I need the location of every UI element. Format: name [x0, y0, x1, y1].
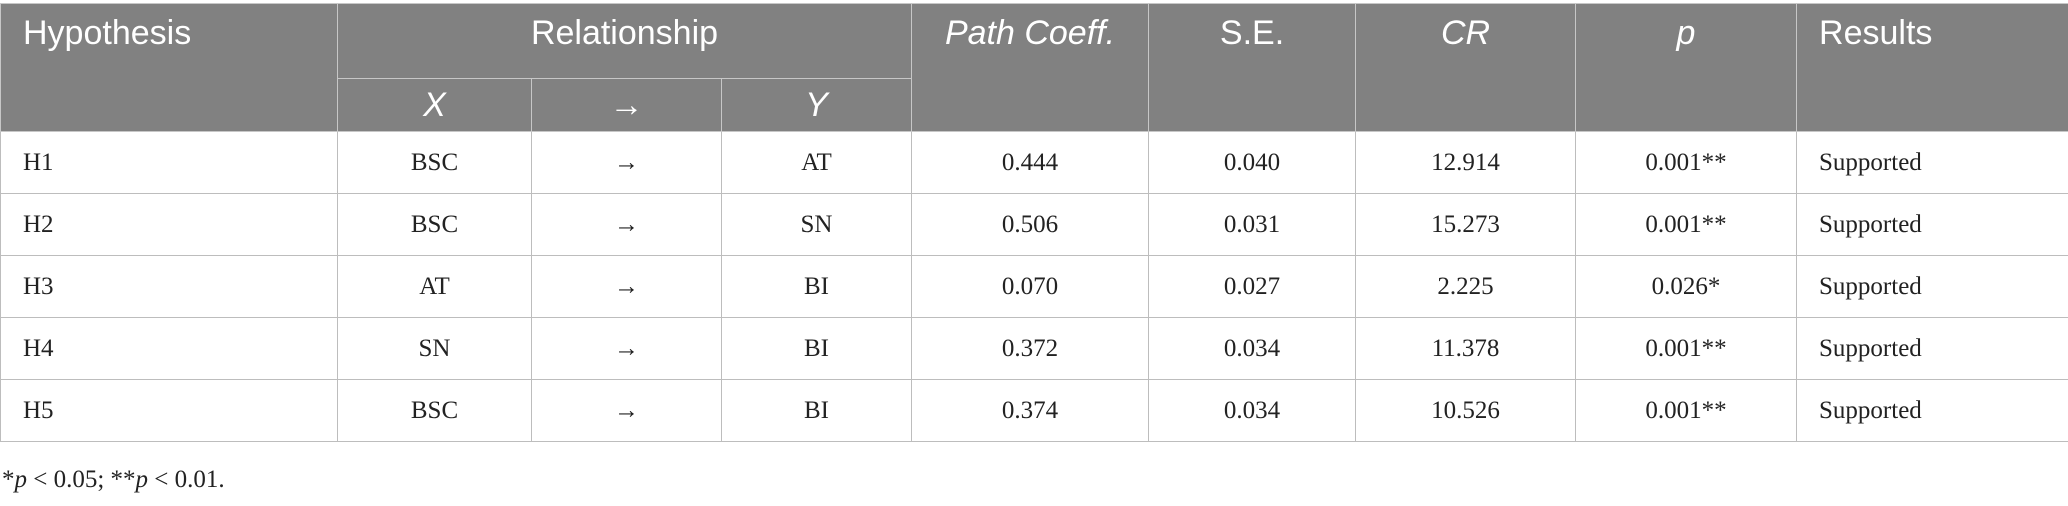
cell-x: AT — [337, 255, 532, 318]
header-p: p — [1575, 3, 1798, 132]
header-path-coeff: Path Coeff. — [911, 3, 1150, 132]
results-table: Hypothesis Relationship Path Coeff. S.E.… — [0, 3, 2068, 442]
cell-se: 0.034 — [1148, 317, 1357, 380]
cell-arrow: → — [531, 131, 722, 194]
cell-x: BSC — [337, 193, 532, 256]
cell-p: 0.001** — [1575, 317, 1798, 380]
cell-path-coeff: 0.444 — [911, 131, 1150, 194]
footnote-threshold-2: < 0.01. — [148, 466, 225, 493]
table-row: H2 BSC → SN 0.506 0.031 15.273 0.001** S… — [0, 193, 2068, 256]
footnote-threshold-1: < 0.05; ** — [27, 466, 136, 493]
cell-cr: 15.273 — [1355, 193, 1577, 256]
cell-path-coeff: 0.372 — [911, 317, 1150, 380]
cell-results: Supported — [1796, 193, 2068, 256]
cell-cr: 10.526 — [1355, 379, 1577, 442]
table-footnote: *p < 0.05; **p < 0.01. — [2, 466, 225, 494]
cell-se: 0.034 — [1148, 379, 1357, 442]
table-row: H4 SN → BI 0.372 0.034 11.378 0.001** Su… — [0, 317, 2068, 380]
cell-arrow: → — [531, 193, 722, 256]
cell-hypothesis: H3 — [0, 255, 338, 318]
table-row: H1 BSC → AT 0.444 0.040 12.914 0.001** S… — [0, 131, 2068, 194]
cell-se: 0.027 — [1148, 255, 1357, 318]
cell-arrow: → — [531, 317, 722, 380]
cell-results: Supported — [1796, 255, 2068, 318]
header-cr: CR — [1355, 3, 1577, 132]
cell-results: Supported — [1796, 317, 2068, 380]
header-results: Results — [1796, 3, 2068, 132]
footnote-p-symbol: p — [135, 466, 149, 493]
cell-cr: 11.378 — [1355, 317, 1577, 380]
cell-y: BI — [720, 317, 913, 380]
cell-x: BSC — [337, 131, 532, 194]
cell-arrow: → — [531, 379, 722, 442]
header-arrow: → — [531, 78, 722, 132]
cell-p: 0.001** — [1575, 379, 1798, 442]
header-hypothesis: Hypothesis — [0, 3, 338, 132]
footnote-p-symbol: p — [14, 466, 28, 493]
header-relationship: Relationship — [336, 3, 913, 79]
cell-hypothesis: H5 — [0, 379, 338, 442]
cell-se: 0.040 — [1148, 131, 1357, 194]
cell-hypothesis: H4 — [0, 317, 338, 380]
header-se: S.E. — [1148, 3, 1357, 132]
table-row: H3 AT → BI 0.070 0.027 2.225 0.026* Supp… — [0, 255, 2068, 318]
cell-hypothesis: H1 — [0, 131, 338, 194]
cell-cr: 12.914 — [1355, 131, 1577, 194]
cell-path-coeff: 0.070 — [911, 255, 1150, 318]
header-y: Y — [720, 78, 913, 132]
cell-y: SN — [720, 193, 913, 256]
cell-path-coeff: 0.506 — [911, 193, 1150, 256]
cell-p: 0.026* — [1575, 255, 1798, 318]
cell-y: BI — [720, 255, 913, 318]
table-row: H5 BSC → BI 0.374 0.034 10.526 0.001** S… — [0, 379, 2068, 442]
cell-arrow: → — [531, 255, 722, 318]
cell-cr: 2.225 — [1355, 255, 1577, 318]
cell-x: BSC — [337, 379, 532, 442]
cell-y: AT — [720, 131, 913, 194]
cell-results: Supported — [1796, 131, 2068, 194]
cell-x: SN — [337, 317, 532, 380]
cell-p: 0.001** — [1575, 193, 1798, 256]
cell-hypothesis: H2 — [0, 193, 338, 256]
cell-y: BI — [720, 379, 913, 442]
header-x: X — [337, 78, 532, 132]
cell-path-coeff: 0.374 — [911, 379, 1150, 442]
cell-p: 0.001** — [1575, 131, 1798, 194]
footnote-star: * — [2, 466, 15, 493]
cell-se: 0.031 — [1148, 193, 1357, 256]
cell-results: Supported — [1796, 379, 2068, 442]
